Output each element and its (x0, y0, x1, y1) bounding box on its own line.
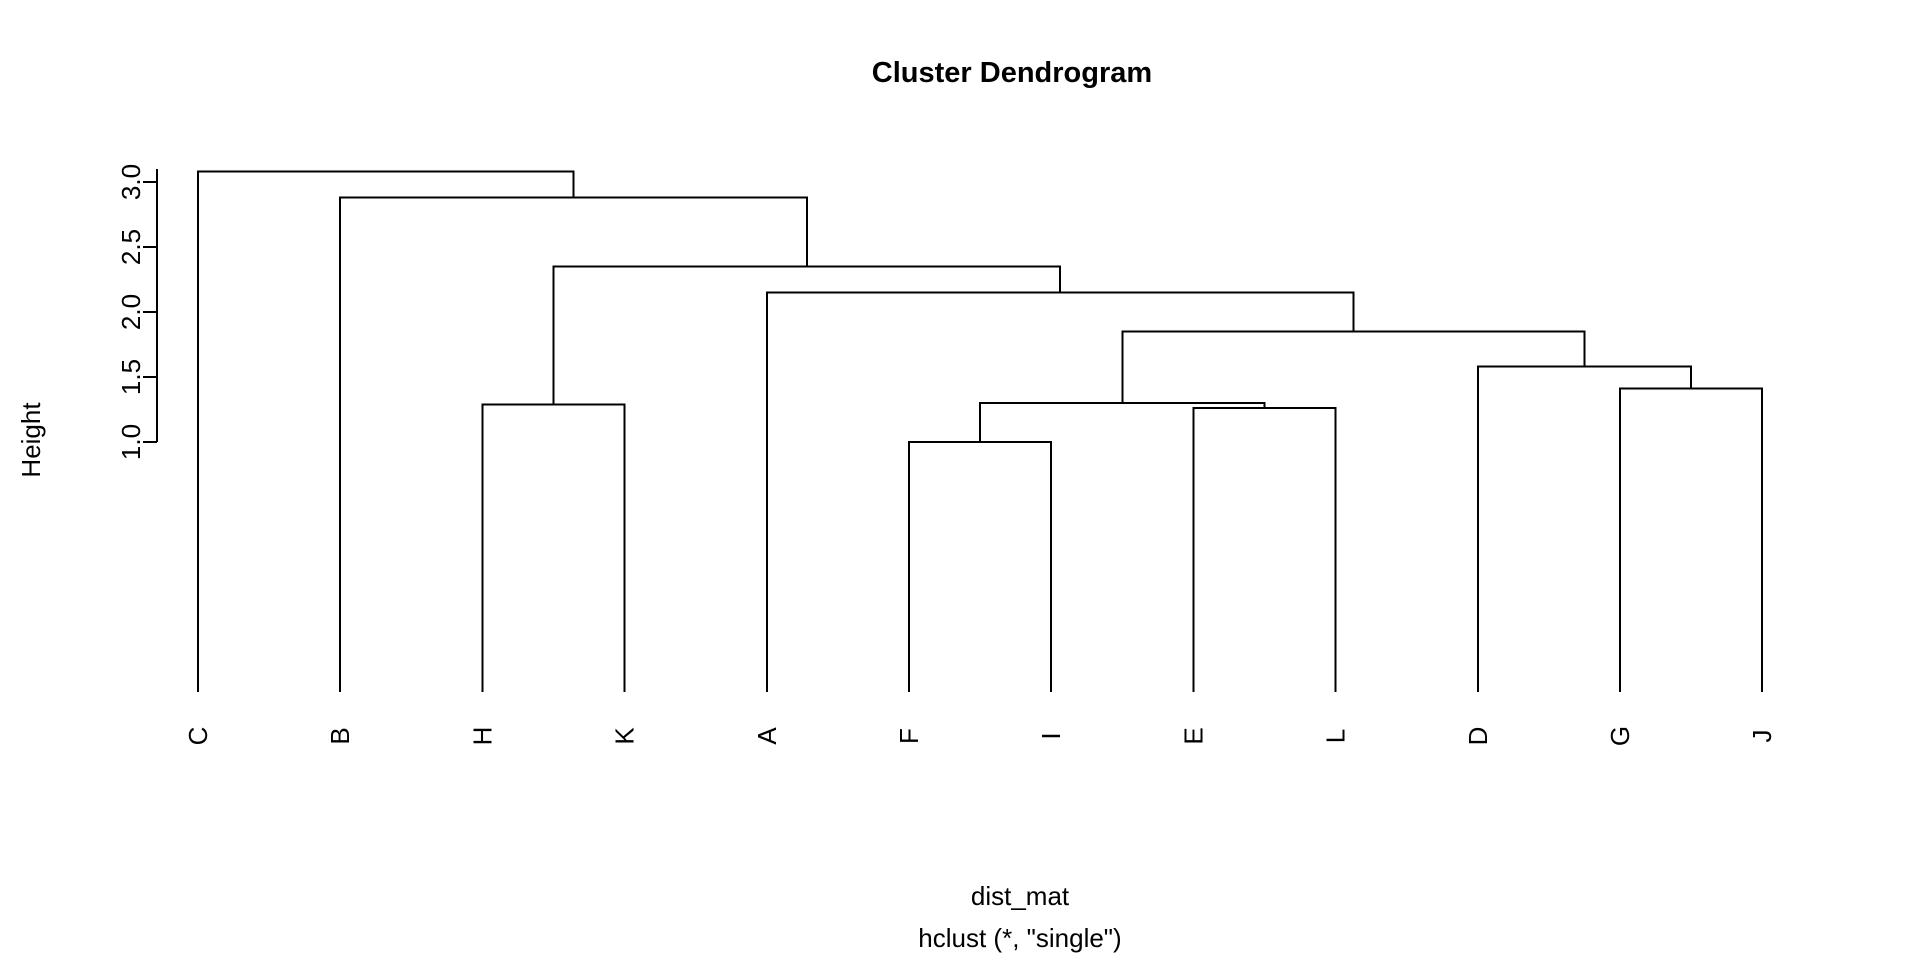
dendrogram-tree (197, 170, 1764, 692)
leaf-label-e: E (1178, 727, 1208, 744)
leaf-label-g: G (1605, 726, 1635, 746)
x-axis-caption-secondary: hclust (*, "single") (918, 923, 1121, 953)
leaf-label-a: A (752, 727, 782, 745)
x-axis-caption-primary: dist_mat (971, 881, 1070, 911)
leaf-label-c: C (183, 727, 213, 746)
leaf-label-b: B (325, 727, 355, 744)
y-axis-title: Height (16, 402, 46, 478)
leaf-label-h: H (467, 727, 497, 746)
leaf-label-k: K (610, 727, 640, 745)
y-axis-tick-label: 1.5 (116, 359, 146, 395)
dendrogram-link (197, 170, 575, 692)
y-axis-tick-label: 2.5 (116, 229, 146, 265)
y-axis-ticks: 1.0 1.5 2.0 2.5 3.0 (116, 164, 157, 460)
leaf-label-f: F (894, 728, 924, 744)
leaf-label-j: J (1747, 730, 1777, 743)
leaf-label-l: L (1321, 729, 1351, 743)
leaf-label-i: I (1036, 732, 1066, 739)
y-axis: 1.0 1.5 2.0 2.5 3.0 (116, 164, 158, 460)
y-axis-tick-label: 1.0 (116, 424, 146, 460)
page-title: Cluster Dendrogram (872, 57, 1152, 89)
y-axis-tick-label: 3.0 (116, 164, 146, 200)
leaf-label-d: D (1463, 727, 1493, 746)
y-axis-tick-label: 2.0 (116, 294, 146, 330)
